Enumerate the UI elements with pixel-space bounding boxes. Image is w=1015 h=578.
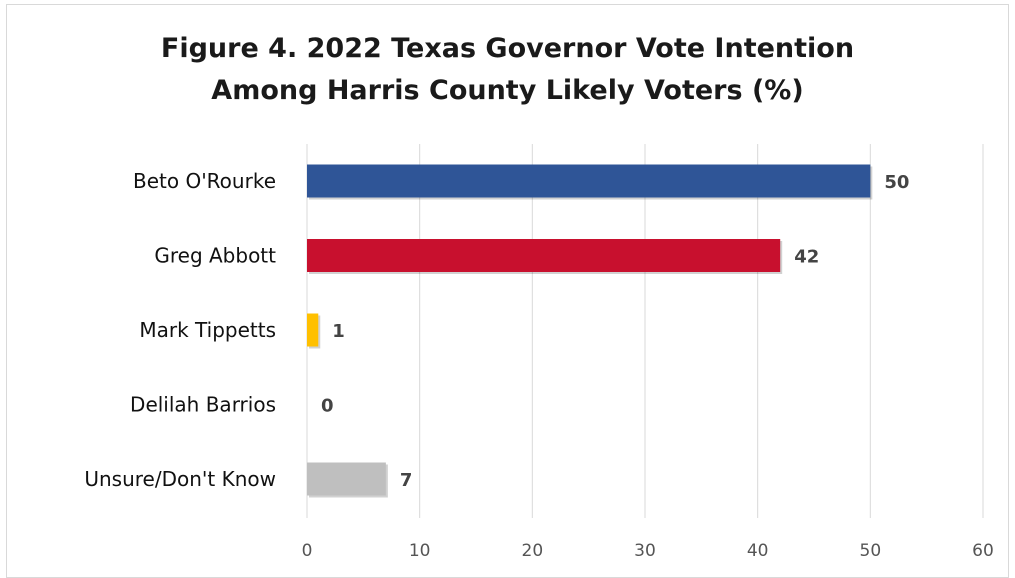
bars xyxy=(307,164,873,498)
x-tick-label: 20 xyxy=(522,541,544,561)
x-tick-label: 50 xyxy=(860,541,882,561)
bar xyxy=(307,164,871,198)
x-tick-label: 40 xyxy=(747,541,769,561)
data-label: 50 xyxy=(884,172,909,193)
x-tick-label: 0 xyxy=(302,541,313,561)
bar xyxy=(307,462,386,496)
bar xyxy=(307,239,781,272)
category-label: Greg Abbott xyxy=(154,244,276,268)
data-label: 1 xyxy=(332,321,345,342)
x-tick-labels: 0 10 20 30 40 50 60 xyxy=(302,541,994,561)
category-label: Unsure/Don't Know xyxy=(84,467,276,491)
data-labels: 50 42 1 0 7 xyxy=(321,172,909,491)
data-label: 42 xyxy=(794,247,819,268)
x-tick-label: 60 xyxy=(972,541,994,561)
category-label: Mark Tippetts xyxy=(139,318,276,342)
chart-title-line-1: Figure 4. 2022 Texas Governor Vote Inten… xyxy=(160,33,855,64)
data-label: 7 xyxy=(400,470,413,491)
gridlines xyxy=(306,144,984,518)
chart-title-line-2: Among Harris County Likely Voters (%) xyxy=(211,75,804,106)
data-label: 0 xyxy=(321,396,334,417)
chart-title: Figure 4. 2022 Texas Governor Vote Inten… xyxy=(0,28,1015,112)
category-label: Delilah Barrios xyxy=(130,393,276,417)
bar xyxy=(307,313,319,347)
x-tick-label: 10 xyxy=(409,541,431,561)
category-label: Beto O'Rourke xyxy=(133,169,276,193)
x-tick-label: 30 xyxy=(634,541,656,561)
category-labels: Beto O'Rourke Greg Abbott Mark Tippetts Del… xyxy=(84,169,276,491)
chart-frame xyxy=(6,4,1009,578)
